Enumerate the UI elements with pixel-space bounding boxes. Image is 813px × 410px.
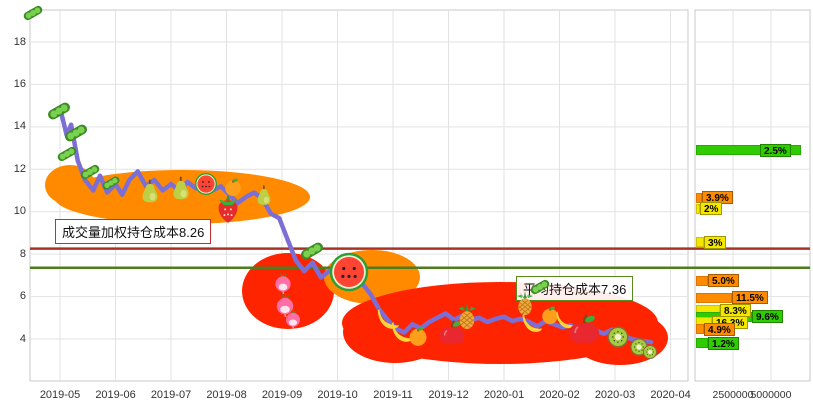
- avg-cost-label: 平均持仓成本7.36: [516, 276, 634, 301]
- vwap-cost-label: 成交量加权持仓成本8.26: [55, 219, 212, 244]
